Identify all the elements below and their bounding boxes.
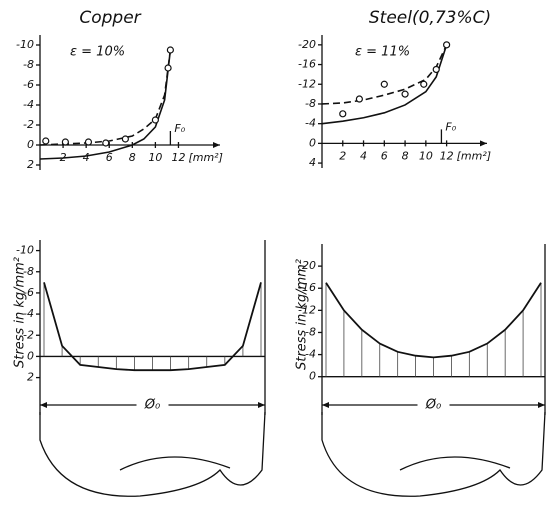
y-tick-label: 0: [27, 138, 34, 151]
x-tick-label: 8: [402, 149, 409, 162]
x-axis-label: [mm²]: [457, 149, 491, 162]
y-tick-label: -6: [23, 78, 34, 91]
x-tick-label: 10: [148, 151, 162, 164]
shaft-outline: [321, 411, 546, 497]
curve: [39, 49, 172, 146]
stress-curve: [325, 282, 542, 359]
y-tick-label: -4: [23, 98, 34, 111]
annotation: F₀: [174, 122, 185, 135]
x-tick-label: 12: [440, 149, 454, 162]
y-tick-label: -10: [16, 38, 34, 51]
y-tick-label: -8: [23, 265, 34, 278]
data-point: [166, 46, 174, 54]
y-tick-label: -12: [298, 77, 316, 90]
data-point: [42, 137, 50, 145]
y-tick-label: 2: [27, 158, 34, 171]
x-tick-label: 2: [339, 149, 346, 162]
label-bg: [417, 395, 450, 415]
x-tick-label: 4: [360, 149, 367, 162]
label-bg: [136, 395, 169, 415]
chart-title: Copper: [79, 8, 141, 28]
y-tick-label: 2: [27, 371, 34, 384]
y-tick-label: -2: [23, 328, 34, 341]
y-tick-label: 0: [27, 349, 34, 362]
y-tick-label: -20: [298, 38, 316, 51]
chart-title: Steel(0,73%C): [369, 8, 491, 28]
y-tick-label: 0: [309, 370, 316, 383]
y-tick-label: -4: [305, 117, 316, 130]
curve: [321, 44, 448, 125]
diameter-label: Ø₀: [144, 398, 161, 413]
data-point: [420, 80, 428, 88]
diameter-label: Ø₀: [425, 398, 442, 413]
data-point: [380, 80, 388, 88]
data-point: [121, 135, 129, 143]
y-tick-label: 0: [309, 136, 316, 149]
curve: [39, 49, 172, 160]
stress-curve: [43, 282, 262, 372]
y-axis-label: Stress in kg/mm²: [295, 259, 310, 370]
y-tick-label: -20: [298, 259, 316, 272]
data-point: [164, 64, 172, 72]
annotation: F₀: [445, 120, 456, 133]
data-point: [355, 95, 363, 103]
chart-subtitle: ε = 10%: [70, 45, 125, 60]
y-tick-label: -8: [305, 97, 316, 110]
y-tick-label: -2: [23, 118, 34, 131]
data-point: [443, 41, 451, 49]
x-tick-label: 8: [129, 151, 136, 164]
y-tick-label: -8: [305, 325, 316, 338]
chart-subtitle: ε = 11%: [355, 45, 410, 60]
y-tick-label: 4: [309, 156, 316, 169]
x-tick-label: 4: [83, 151, 90, 164]
y-tick-label: -12: [298, 303, 316, 316]
y-tick-label: -16: [298, 281, 316, 294]
x-tick-label: 10: [419, 149, 433, 162]
y-tick-label: -16: [298, 58, 316, 71]
y-tick-label: -8: [23, 58, 34, 71]
data-point: [84, 138, 93, 146]
data-point: [61, 138, 69, 146]
x-axis-label: [mm²]: [188, 151, 222, 164]
x-tick-label: 12: [171, 151, 185, 164]
data-point: [432, 65, 440, 74]
data-point: [401, 90, 409, 98]
x-axis-arrow: [213, 142, 220, 148]
y-axis-label: Stress in kg/mm²: [13, 257, 28, 368]
y-tick-label: -6: [23, 286, 34, 299]
y-tick-label: -4: [23, 307, 34, 320]
x-axis-arrow: [480, 140, 487, 147]
data-point: [102, 139, 110, 147]
x-tick-label: 6: [106, 151, 113, 164]
y-tick-label: -10: [16, 244, 34, 257]
shaft-outline: [39, 411, 266, 497]
data-point: [151, 116, 159, 124]
x-tick-label: 6: [381, 149, 388, 162]
y-tick-label: -4: [305, 348, 316, 361]
data-point: [339, 110, 347, 118]
